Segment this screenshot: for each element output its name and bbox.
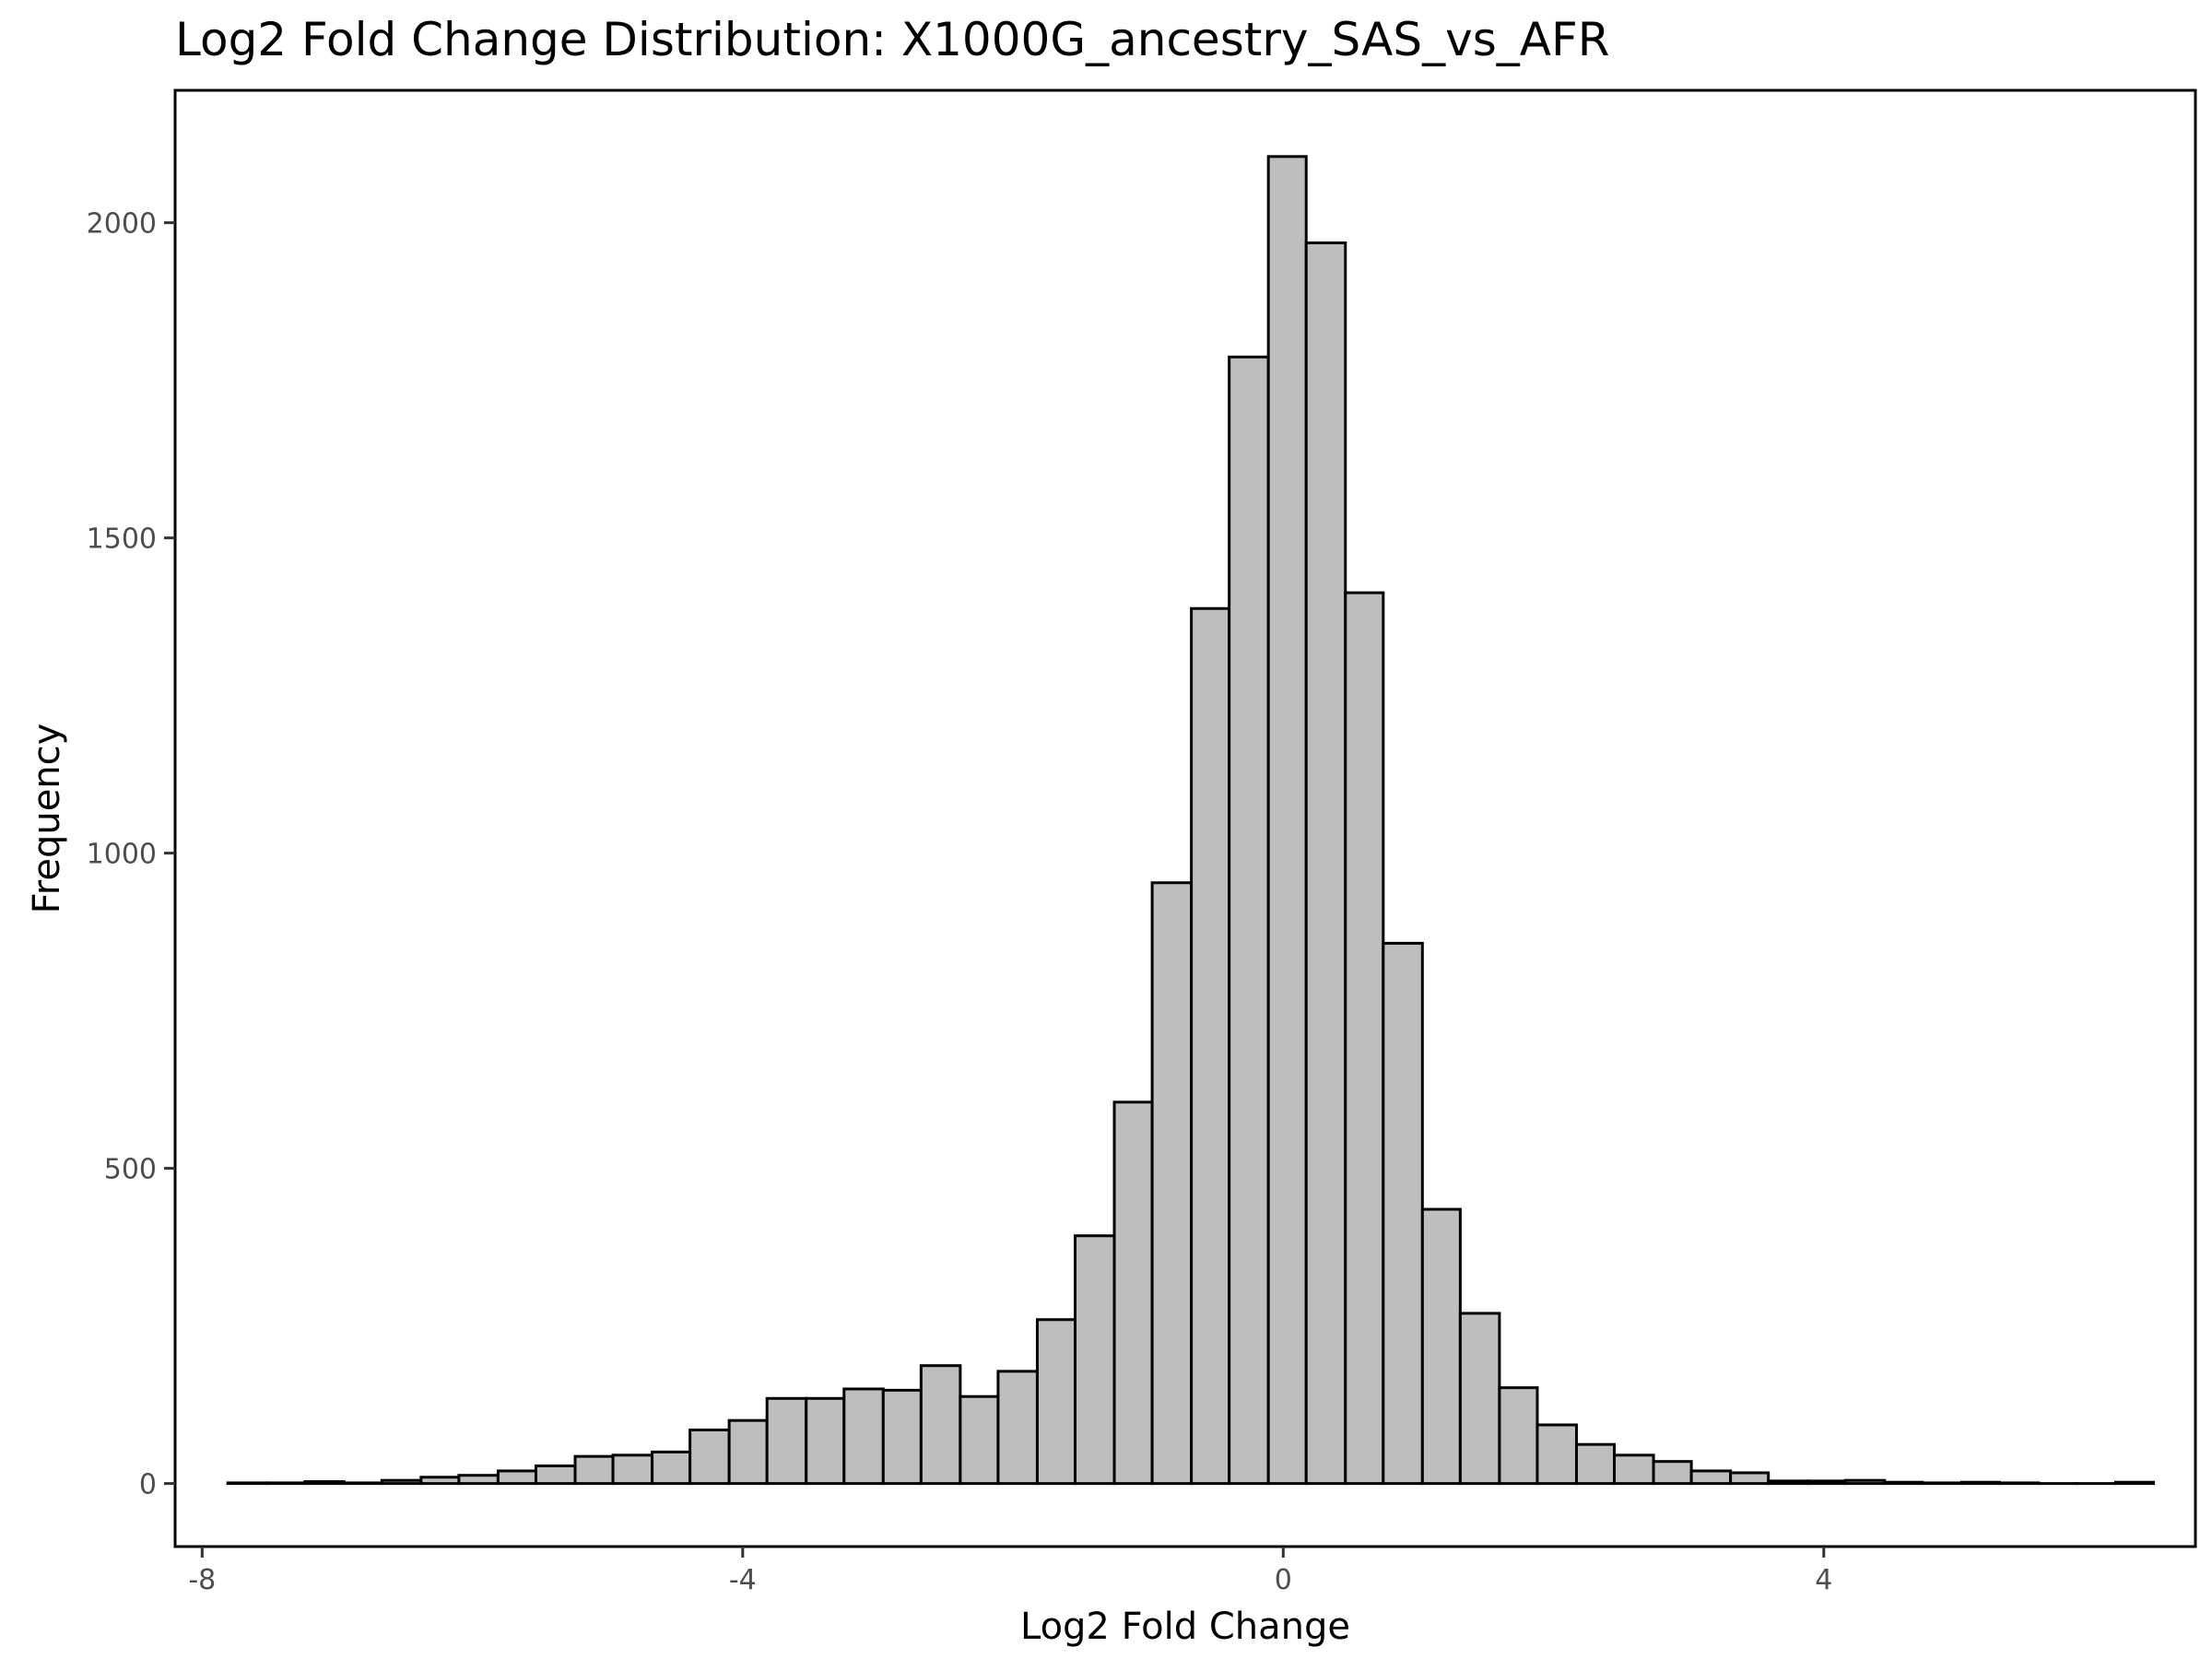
histogram-bar-39 <box>1729 1471 1771 1486</box>
histogram-bar-37 <box>1652 1460 1693 1486</box>
histogram-bar-7 <box>496 1469 537 1486</box>
histogram-bar-17 <box>881 1388 923 1486</box>
plot-panel-border <box>173 88 2197 1548</box>
histogram-bar-6 <box>457 1474 500 1486</box>
histogram-bar-38 <box>1689 1469 1733 1486</box>
histogram-bar-14 <box>765 1396 808 1486</box>
histogram-bar-49 <box>2113 1480 2156 1486</box>
histogram-bar-15 <box>805 1396 846 1486</box>
histogram-bar-46 <box>1997 1481 2041 1486</box>
x-axis-title: Log2 Fold Change <box>1020 1606 1350 1648</box>
histogram-bar-43 <box>1883 1480 1924 1486</box>
histogram-bar-45 <box>1959 1480 2001 1486</box>
histogram-bar-3 <box>342 1481 383 1486</box>
histogram-bar-31 <box>1420 1207 1462 1486</box>
histogram-bar-26 <box>1228 355 1270 1486</box>
y-tick-label-3: 1500 <box>87 524 157 556</box>
histogram-bar-8 <box>534 1464 577 1486</box>
histogram-bar-13 <box>727 1418 769 1486</box>
histogram-bar-44 <box>1921 1481 1963 1486</box>
histogram-bar-4 <box>380 1478 423 1486</box>
histogram-bar-16 <box>842 1387 885 1486</box>
histogram-bar-27 <box>1266 155 1308 1486</box>
chart-title: Log2 Fold Change Distribution: X1000G_an… <box>175 13 1609 66</box>
y-axis-title: Frequency <box>26 724 68 914</box>
histogram-bar-35 <box>1574 1442 1617 1486</box>
histogram-bar-0 <box>226 1481 269 1486</box>
histogram-bar-29 <box>1344 591 1385 1486</box>
histogram-bar-25 <box>1190 606 1231 1486</box>
histogram-bar-10 <box>611 1453 654 1486</box>
histogram-bar-1 <box>265 1481 307 1486</box>
y-tick-label-4: 2000 <box>87 208 157 241</box>
histogram-bar-33 <box>1498 1386 1539 1486</box>
x-tick-label-3: 4 <box>1815 1564 1832 1596</box>
histogram-bar-22 <box>1074 1234 1116 1486</box>
histogram-bar-2 <box>303 1480 346 1486</box>
histogram-bar-21 <box>1035 1318 1077 1486</box>
x-tick-label-0: -8 <box>188 1564 216 1596</box>
histogram-bar-36 <box>1613 1453 1655 1486</box>
histogram-bar-40 <box>1767 1479 1809 1486</box>
histogram-bar-41 <box>1806 1479 1847 1486</box>
histogram-bar-24 <box>1150 881 1194 1486</box>
y-axis: 0 500 1000 1500 2000 <box>87 208 175 1501</box>
histogram-bar-30 <box>1382 941 1424 1486</box>
histogram-bar-12 <box>688 1428 731 1486</box>
x-axis: -8 -4 0 4 <box>188 1547 1832 1596</box>
histogram-bar-5 <box>419 1476 461 1486</box>
histogram-bar-20 <box>996 1370 1039 1486</box>
y-tick-label-1: 500 <box>104 1154 157 1186</box>
histogram-bar-11 <box>651 1450 692 1486</box>
histogram-bar-34 <box>1535 1423 1578 1486</box>
histogram-bar-42 <box>1843 1478 1887 1486</box>
histogram-bar-19 <box>959 1394 1000 1486</box>
histogram-bars <box>226 155 2156 1486</box>
histogram-bar-9 <box>573 1454 615 1486</box>
y-tick-label-0: 0 <box>139 1469 157 1501</box>
histogram-bar-18 <box>919 1364 962 1486</box>
histogram-bar-32 <box>1458 1312 1501 1486</box>
y-tick-label-2: 1000 <box>87 839 157 871</box>
histogram-bar-23 <box>1112 1100 1154 1486</box>
histogram-bar-28 <box>1304 241 1347 1486</box>
x-tick-label-1: -4 <box>729 1564 757 1596</box>
x-tick-label-2: 0 <box>1275 1564 1292 1596</box>
